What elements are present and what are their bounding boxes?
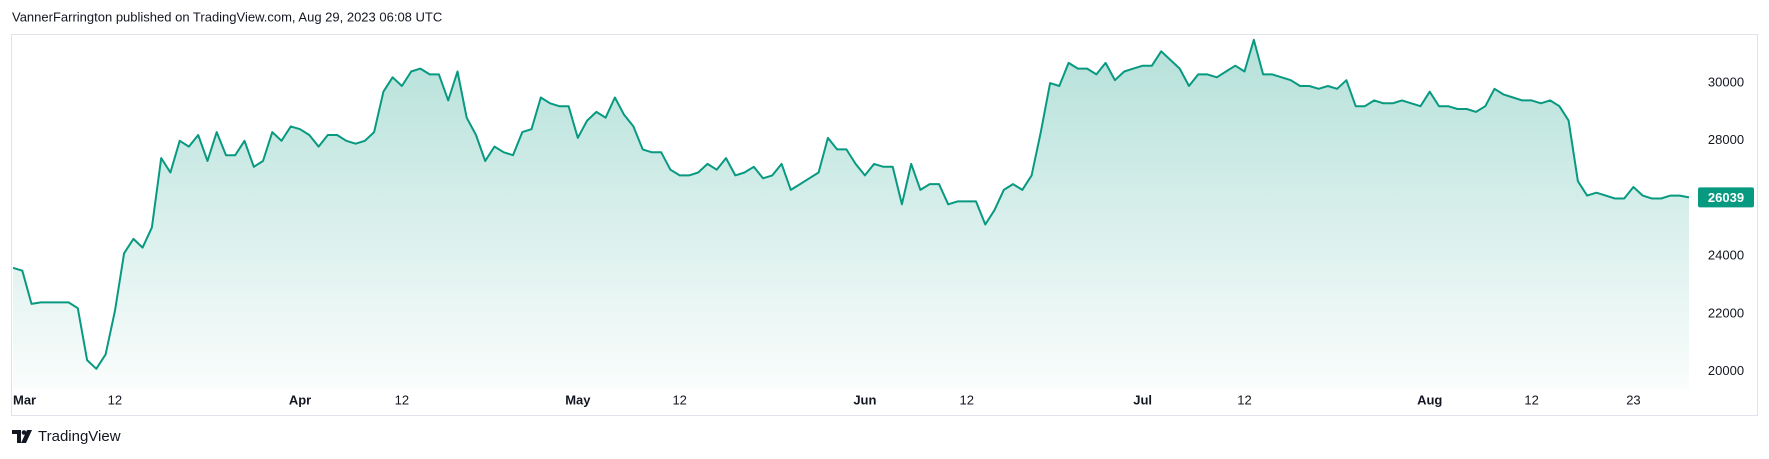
last-price-label: 26039: [1708, 190, 1744, 205]
x-tick-label: Aug: [1417, 392, 1442, 407]
x-tick-label: 12: [672, 392, 686, 407]
x-tick-label: Apr: [289, 392, 311, 407]
x-tick-label: 23: [1626, 392, 1640, 407]
x-tick-label: May: [565, 392, 591, 407]
logo: [12, 430, 32, 443]
x-tick-label: 12: [960, 392, 974, 407]
y-tick-label: 24000: [1708, 248, 1744, 263]
price-line: [12, 38, 1690, 370]
header: VannerFarrington published on TradingVie…: [12, 9, 442, 24]
x-tick-label: 12: [1237, 392, 1251, 407]
x-tick-label: Jun: [853, 392, 876, 407]
x-tick-label: 12: [1524, 392, 1538, 407]
x-tick-label: 12: [395, 392, 409, 407]
y-tick-label: 30000: [1708, 75, 1744, 90]
y-tick-label: 28000: [1708, 132, 1744, 147]
plot-frame: [11, 34, 1758, 416]
x-tick-label: Mar: [13, 392, 36, 407]
x-tick-label: Jul: [1133, 392, 1152, 407]
last-price-badge: [1698, 187, 1754, 208]
y-tick-label: 20000: [1708, 363, 1744, 378]
y-tick-label: 22000: [1708, 305, 1744, 320]
x-tick-label: 12: [108, 392, 122, 407]
area-fill: [13, 39, 1689, 390]
brand: TradingView: [38, 428, 121, 445]
